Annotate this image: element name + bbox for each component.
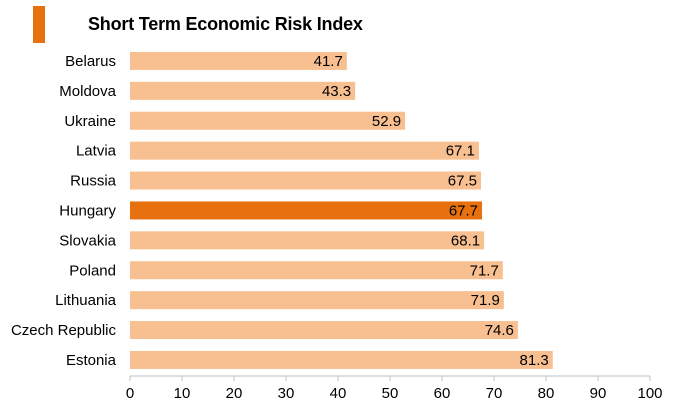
value-label: 71.7 xyxy=(470,262,499,279)
bar-poland xyxy=(130,261,503,280)
bar-hungary xyxy=(130,201,483,220)
bar-latvia xyxy=(130,141,479,160)
x-tick-label: 100 xyxy=(637,385,662,402)
bar-estonia xyxy=(130,350,553,369)
value-label: 41.7 xyxy=(314,53,343,70)
value-label: 74.6 xyxy=(485,322,514,339)
x-tick-label: 40 xyxy=(330,385,347,402)
bar-lithuania xyxy=(130,291,504,310)
x-tick-label: 50 xyxy=(382,385,399,402)
x-tick-label: 90 xyxy=(590,385,607,402)
category-label: Hungary xyxy=(59,202,116,219)
bar-ukraine xyxy=(130,111,406,130)
x-tick-label: 30 xyxy=(278,385,295,402)
chart-title: Short Term Economic Risk Index xyxy=(88,14,363,34)
category-label: Belarus xyxy=(65,53,116,70)
bar-czech-republic xyxy=(130,321,518,340)
x-tick-label: 0 xyxy=(126,385,134,402)
x-tick-label: 20 xyxy=(226,385,243,402)
category-label: Slovakia xyxy=(59,232,116,249)
category-label: Estonia xyxy=(66,352,117,369)
value-label: 67.7 xyxy=(449,202,478,219)
x-tick-label: 60 xyxy=(434,385,451,402)
x-tick-label: 70 xyxy=(486,385,503,402)
bar-belarus xyxy=(130,51,347,70)
value-label: 52.9 xyxy=(372,113,401,130)
category-label: Ukraine xyxy=(64,113,116,130)
title-accent-bar xyxy=(33,6,45,43)
value-label: 43.3 xyxy=(322,83,351,100)
bar-moldova xyxy=(130,81,356,100)
value-label: 67.1 xyxy=(446,143,475,160)
value-label: 71.9 xyxy=(471,292,500,309)
value-label: 67.5 xyxy=(448,173,477,190)
bar-russia xyxy=(130,171,481,190)
category-label: Lithuania xyxy=(55,292,117,309)
bar-slovakia xyxy=(130,231,485,250)
value-label: 81.3 xyxy=(520,352,549,369)
value-label: 68.1 xyxy=(451,232,480,249)
category-label: Czech Republic xyxy=(11,322,117,339)
category-label: Russia xyxy=(70,173,117,190)
category-label: Latvia xyxy=(76,143,117,160)
x-tick-label: 10 xyxy=(174,385,191,402)
category-label: Moldova xyxy=(59,83,116,100)
category-label: Poland xyxy=(69,262,116,279)
x-tick-label: 80 xyxy=(538,385,555,402)
